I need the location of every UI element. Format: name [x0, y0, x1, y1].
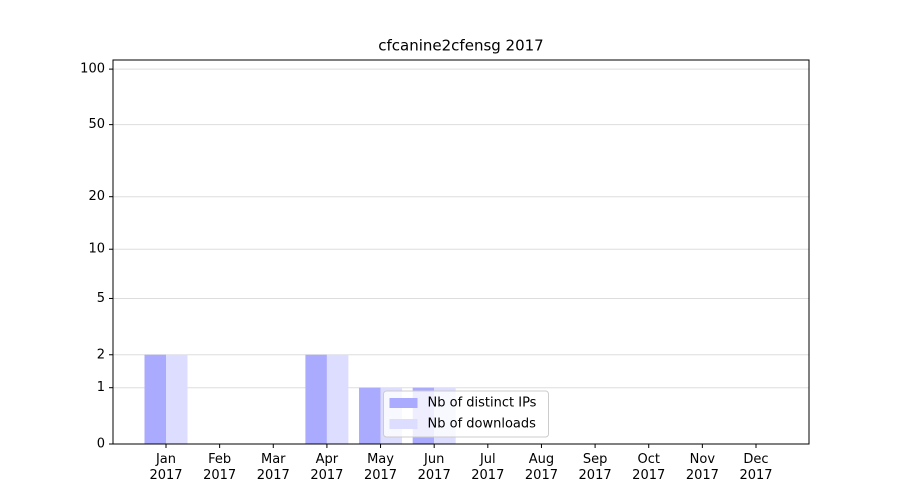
x-tick-label: Feb 2017 [203, 452, 237, 483]
bar [305, 354, 327, 444]
y-tick-label: 50 [88, 117, 105, 132]
legend-label: Nb of distinct IPs [428, 396, 537, 411]
bar [326, 354, 349, 444]
x-tick-label: Aug 2017 [524, 452, 558, 483]
x-tick-label: May 2017 [363, 452, 398, 483]
legend-swatch [389, 398, 418, 408]
x-tick-label: Sep 2017 [578, 452, 612, 483]
bar [144, 354, 166, 444]
y-tick-label: 0 [97, 437, 105, 452]
legend-box [383, 390, 549, 438]
y-tick-label: 100 [80, 62, 105, 77]
chart-title: cfcanine2cfensg 2017 [378, 37, 543, 55]
x-tick-label: Apr 2017 [310, 452, 344, 483]
x-tick-label: Dec 2017 [739, 452, 773, 483]
x-tick-label: Jan 2017 [149, 452, 183, 483]
y-tick-label: 5 [97, 291, 105, 306]
x-tick-label: Oct 2017 [632, 452, 666, 483]
x-tick-label: Jul 2017 [471, 452, 505, 483]
legend-label: Nb of downloads [428, 417, 537, 432]
y-tick-label: 1 [97, 380, 105, 395]
y-tick-label: 20 [88, 189, 105, 204]
legend: Nb of distinct IPs Nb of downloads [383, 390, 549, 438]
x-tick-label: Jun 2017 [417, 452, 451, 483]
x-tick-label: Nov 2017 [685, 452, 719, 483]
bar [166, 354, 188, 444]
x-tick-label: Mar 2017 [256, 452, 290, 483]
legend-swatch [389, 419, 418, 429]
bar [359, 387, 381, 444]
y-tick-label: 10 [88, 242, 105, 257]
y-tick-label: 2 [97, 347, 105, 362]
axes-frame [112, 59, 810, 445]
